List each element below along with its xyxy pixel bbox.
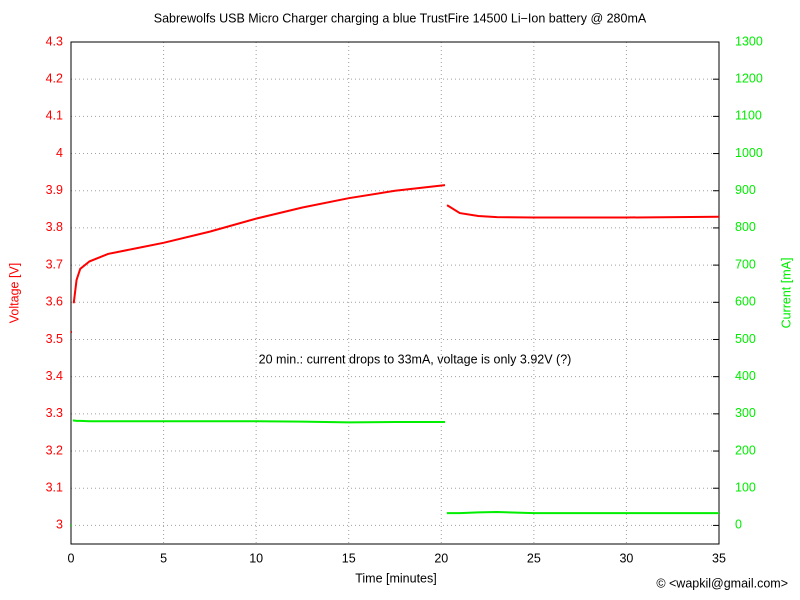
- y-tick-label: 4.1: [46, 109, 63, 123]
- data-line: [71, 419, 719, 527]
- y2-tick-label: 600: [735, 295, 756, 309]
- y-tick-label: 3.5: [46, 332, 63, 346]
- y-tick-label: 3.7: [46, 257, 63, 271]
- data-line: [71, 184, 720, 334]
- y2-axis-label: Current [mA]: [779, 258, 793, 329]
- y-tick-label: 4: [56, 146, 63, 160]
- y2-tick-label: 1200: [735, 71, 763, 85]
- y2-tick-label: 200: [735, 443, 756, 457]
- y-tick-label: 3: [56, 518, 63, 532]
- y-tick-label: 4.3: [46, 34, 63, 48]
- x-tick-label: 35: [712, 551, 726, 565]
- y2-tick-label: 1300: [735, 34, 763, 48]
- chart-title: Sabrewolfs USB Micro Charger charging a …: [154, 11, 647, 25]
- y2-tick-label: 900: [735, 183, 756, 197]
- annotation: 20 min.: current drops to 33mA, voltage …: [259, 352, 572, 366]
- x-tick-label: 20: [434, 551, 448, 565]
- x-tick-label: 25: [527, 551, 541, 565]
- y2-tick-label: 0: [735, 518, 742, 532]
- y2-tick-label: 1000: [735, 146, 763, 160]
- y-tick-label: 3.9: [46, 183, 63, 197]
- y-tick-label: 3.4: [46, 369, 63, 383]
- y-tick-label: 3.6: [46, 295, 63, 309]
- x-tick-label: 15: [342, 551, 356, 565]
- x-tick-label: 10: [249, 551, 263, 565]
- y2-tick-label: 800: [735, 220, 756, 234]
- y-tick-label: 3.3: [46, 406, 63, 420]
- footer: © <wapkil@gmail.com>: [656, 576, 788, 590]
- plot-border: [70, 41, 720, 545]
- y-tick-label: 3.1: [46, 481, 63, 495]
- x-tick-label: 5: [160, 551, 167, 565]
- x-tick-label: 30: [619, 551, 633, 565]
- x-axis-label: Time [minutes]: [355, 571, 437, 585]
- y2-tick-label: 1100: [735, 109, 762, 123]
- y-tick-label: 3.2: [46, 443, 63, 457]
- y-tick-label: 4.2: [46, 71, 63, 85]
- y2-tick-label: 100: [735, 481, 756, 495]
- y2-tick-label: 500: [735, 332, 756, 346]
- y2-tick-label: 700: [735, 257, 756, 271]
- x-tick-label: 0: [68, 551, 75, 565]
- y-tick-label: 3.8: [46, 220, 63, 234]
- y2-tick-label: 300: [735, 406, 756, 420]
- y2-tick-label: 400: [735, 369, 756, 383]
- y-axis-label: Voltage [V]: [7, 263, 21, 323]
